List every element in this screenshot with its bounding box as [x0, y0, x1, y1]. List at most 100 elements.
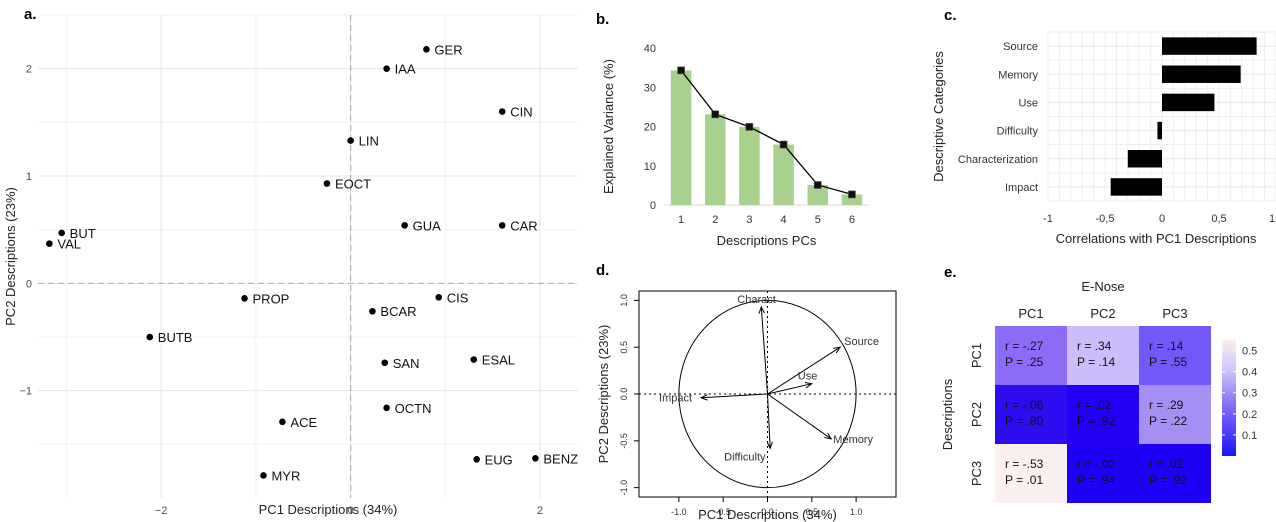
bar-pc4: [773, 144, 794, 205]
x-axis-label: Correlations with PC1 Descriptions: [1056, 231, 1257, 246]
x-axis-label: PC1 Descriptions (34%): [259, 502, 398, 517]
point-ger: [423, 46, 430, 53]
x-tick-label: -1: [1043, 213, 1053, 225]
heatmap-cell-r1c3: [1139, 326, 1211, 385]
point-cis: [435, 293, 443, 301]
point-bcar: [369, 307, 376, 315]
vector-label-difficulty: Difficulty: [724, 451, 766, 463]
cell-r-value: r = -.53: [1005, 457, 1044, 471]
point-label-gua: GUA: [413, 218, 442, 233]
cell-r-value: r = .34: [1077, 339, 1112, 353]
arrowhead-use: [804, 382, 814, 389]
cell-p-value: P = .80: [1005, 414, 1043, 428]
y-axis-label: Descriptions: [940, 378, 955, 450]
row-label-pc3: PC3: [969, 461, 984, 486]
y-tick-label: 30: [644, 82, 656, 94]
line-marker-pc1: [677, 66, 685, 75]
point-myr: [260, 472, 267, 479]
bar-pc1: [670, 70, 692, 205]
heatmap-cell-r2c2: [1067, 385, 1139, 444]
point-label-ace: ACE: [290, 415, 317, 430]
point-lin: [347, 137, 354, 144]
x-tick-label: 1.0: [850, 507, 863, 517]
x-tick-label: -0.5: [715, 507, 731, 517]
heatmap-cell-r1c1: [995, 326, 1067, 385]
x-tick-label: -0,5: [1096, 213, 1115, 225]
point-label-prop: PROP: [253, 291, 290, 306]
vector-label-memory: Memory: [833, 434, 873, 446]
arrow-difficulty: [767, 393, 771, 449]
colorbar: [1222, 340, 1236, 456]
y-axis-label: PC2 Descriptions (23%): [3, 187, 18, 326]
column-label-pc2: PC2: [1090, 306, 1115, 321]
point-butb: [146, 333, 154, 341]
x-tick-label: 6: [849, 214, 855, 226]
x-tick-label: 5: [815, 214, 821, 226]
point-label-but: BUT: [70, 226, 96, 241]
cell-p-value: P = .92: [1149, 473, 1187, 487]
x-tick-label: 0: [1159, 213, 1165, 225]
bar-use: [1162, 93, 1215, 112]
x-tick-label: 1: [678, 214, 684, 226]
point-label-butb: BUTB: [158, 330, 193, 345]
panel-b-bar-chart: 0 10 20 30 40 1 2 3 4 5 6 Descriptions PCs Explained…: [601, 43, 869, 248]
arrowhead-memory: [824, 432, 833, 440]
arrow-use: [767, 383, 812, 395]
y-axis-label: Explained Variance (%): [601, 59, 616, 194]
line-marker-pc6: [848, 190, 856, 199]
heatmap-cell-r3c2: [1067, 444, 1139, 503]
cell-r-value: r = .02: [1149, 457, 1184, 471]
vector-label-use: Use: [798, 371, 818, 383]
panel-a-label: a.: [24, 6, 37, 23]
point-label-san: SAN: [393, 356, 420, 371]
column-label-pc3: PC3: [1162, 306, 1187, 321]
arrowhead-impact: [699, 394, 708, 401]
y-tick-label: Memory: [998, 69, 1038, 81]
y-tick-label: 0.5: [619, 341, 629, 354]
point-label-myr: MYR: [271, 468, 300, 483]
y-axis-label: PC2 Descriptions (23%): [596, 325, 611, 464]
point-prop: [241, 295, 248, 302]
point-label-iaa: IAA: [395, 62, 416, 77]
panel-c-label: c.: [944, 7, 957, 24]
y-tick-label: −1: [19, 386, 32, 398]
x-tick-label: 2: [537, 505, 543, 517]
vector-label-charact: Charact: [737, 294, 776, 306]
bar-difficulty: [1157, 121, 1162, 140]
arrow-impact: [701, 393, 768, 399]
bar-pc5: [807, 184, 828, 205]
bar-pc2: [705, 114, 726, 205]
x-tick-label: −2: [155, 505, 168, 517]
heatmap-cell-r2c1: [995, 385, 1067, 444]
heatmap-cell-r1c2: [1067, 326, 1139, 385]
point-octn: [383, 404, 390, 412]
point-val: [46, 240, 53, 247]
point-label-eug: EUG: [485, 452, 513, 467]
line-marker-pc5: [813, 181, 822, 189]
x-tick-label: 0.0: [761, 507, 774, 517]
panel-b-label: b.: [596, 11, 609, 28]
cell-r-value: r = -.06: [1005, 398, 1044, 412]
point-label-bcar: BCAR: [380, 304, 416, 319]
y-axis-label: Descriptive Categories: [931, 51, 946, 182]
y-tick-label: -0.5: [619, 433, 629, 449]
x-tick-label: -1.0: [671, 507, 687, 517]
bar-characterization: [1127, 150, 1162, 168]
point-iaa: [383, 65, 390, 72]
panel-d-correlation-circle: -1.0 -0.5 0.0 0.5 1.0 -1.0 -0.5 0.0 0.5 1.0 PC1 De…: [596, 290, 897, 522]
y-tick-label: 40: [644, 43, 656, 55]
point-label-car: CAR: [510, 218, 537, 233]
row-label-pc2: PC2: [969, 402, 984, 427]
point-car: [498, 222, 506, 229]
line-marker-pc4: [779, 140, 788, 149]
point-label-cis: CIS: [447, 290, 469, 305]
cell-p-value: P = .22: [1149, 414, 1187, 428]
y-tick-label: -1.0: [619, 480, 629, 496]
colorbar-tick-label: 0.2: [1242, 409, 1257, 421]
bar-pc3: [739, 126, 760, 205]
y-tick-label: 0: [26, 278, 32, 290]
x-tick-label: 0.5: [806, 507, 819, 517]
variance-line: [680, 69, 853, 196]
point-label-esal: ESAL: [482, 353, 515, 368]
x-tick-label: 0,5: [1211, 213, 1226, 225]
